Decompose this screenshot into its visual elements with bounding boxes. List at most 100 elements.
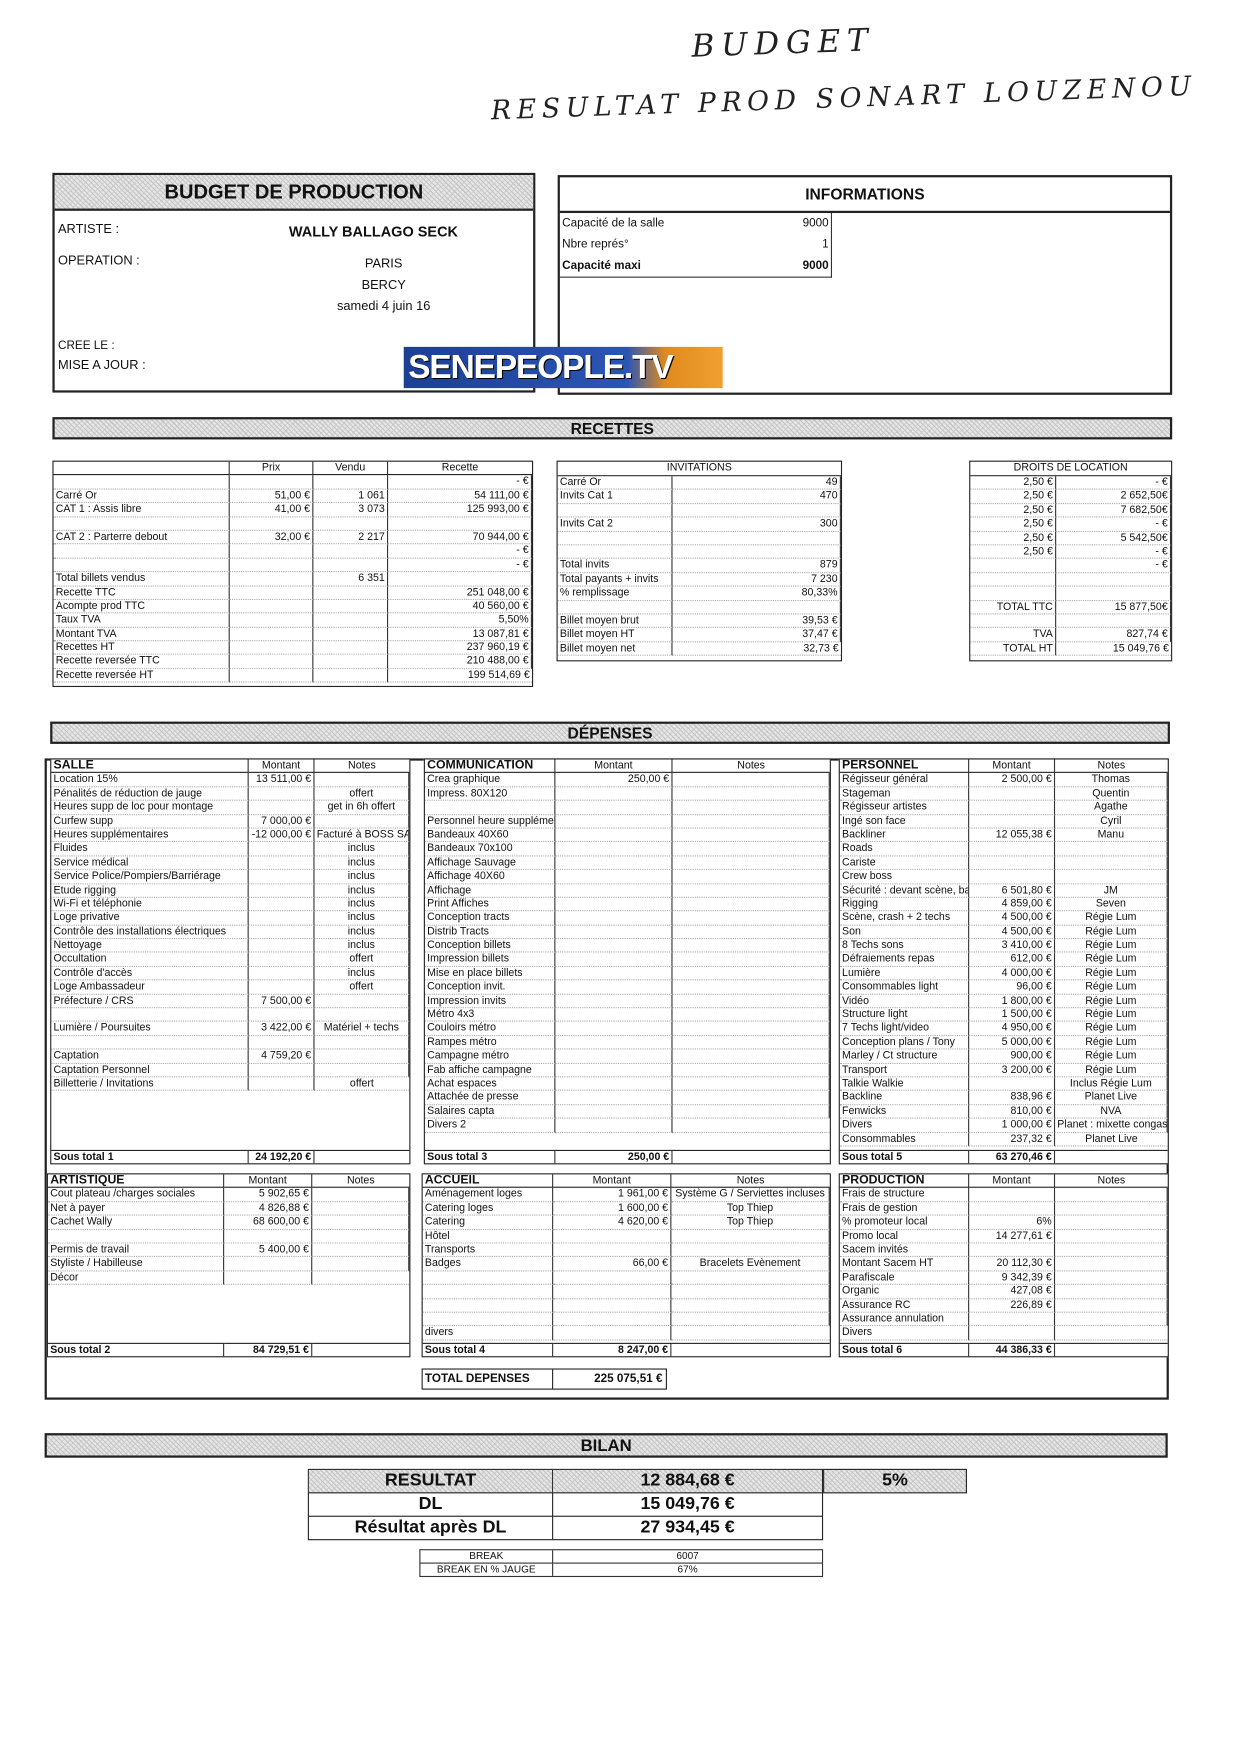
row-value xyxy=(1055,1271,1168,1285)
row-value xyxy=(672,1022,830,1036)
row-value xyxy=(969,800,1056,815)
row-label: Préfecture / CRS xyxy=(51,994,249,1009)
row-value: inclus xyxy=(314,966,410,981)
column-header: Notes xyxy=(672,760,830,774)
row-value: Planet : mixette congas xyxy=(1055,1118,1168,1133)
row-value xyxy=(555,1105,673,1119)
row-label: Roads xyxy=(839,842,970,857)
row-value: 40 560,00 € xyxy=(388,599,532,614)
table-header-row: PERSONNEL Montant Notes xyxy=(839,759,1168,774)
operation-date: samedi 4 juin 16 xyxy=(336,300,431,314)
total-depenses-value: 225 075,51 € xyxy=(594,1371,663,1386)
row-label: Contrôle des installations électriques xyxy=(51,925,249,940)
row-label: Billetterie / Invitations xyxy=(51,1077,249,1092)
row-label: Billet moyen brut xyxy=(557,614,673,629)
row-value: 4 859,00 € xyxy=(969,897,1056,912)
row-label xyxy=(422,1298,554,1313)
row-label: Sécurité : devant scène, ba xyxy=(839,883,970,898)
row-value xyxy=(312,1215,410,1230)
row-label: Total billets vendus xyxy=(53,572,230,587)
subtotal-cell xyxy=(312,1342,410,1356)
row-value: 5 400,00 € xyxy=(224,1243,313,1258)
resultat-percent: 5% xyxy=(823,1468,967,1494)
row-value xyxy=(229,586,314,600)
row-value xyxy=(671,1298,830,1313)
row-label: divers xyxy=(422,1326,554,1341)
informations-title: INFORMATIONS xyxy=(559,177,1170,214)
row-value: - € xyxy=(1056,476,1172,491)
row-value xyxy=(553,1243,672,1258)
row-value xyxy=(553,1326,672,1341)
row-value: Régie Lum xyxy=(1055,1022,1168,1036)
row-value xyxy=(555,1035,673,1050)
row-value xyxy=(229,613,314,628)
row-value: Top Thiep xyxy=(671,1202,830,1216)
droits-location-table: DROITS DE LOCATION 2,50 € - €2,50 €2 652,5… xyxy=(969,460,1173,662)
row-label: Divers xyxy=(839,1118,970,1133)
row-value xyxy=(672,856,830,871)
row-value: 6 501,80 € xyxy=(969,883,1056,898)
row-value: 210 488,00 € xyxy=(388,655,532,670)
row-label: Acompte prod TTC xyxy=(53,599,230,614)
row-value: - € xyxy=(388,544,532,559)
row-value xyxy=(672,828,830,843)
row-label: Recette reversée HT xyxy=(53,669,230,683)
info-label: Capacité de la salle xyxy=(562,216,665,230)
break-table: BREAK 6007 BREAK EN % JAUGE 67% xyxy=(419,1549,824,1578)
row-label: TOTAL TTC xyxy=(970,600,1057,615)
row-value xyxy=(224,1229,313,1244)
column-header: Vendu xyxy=(313,461,389,476)
row-value xyxy=(313,627,389,642)
row-label: Net à payer xyxy=(47,1202,225,1216)
row-value: 32,73 € xyxy=(672,642,841,656)
row-label: Distrib Tracts xyxy=(424,925,556,940)
row-value: 7 000,00 € xyxy=(248,814,315,829)
row-value xyxy=(672,800,830,815)
row-label: Fenwicks xyxy=(839,1105,970,1119)
row-value xyxy=(672,1105,830,1119)
break-value: 6007 xyxy=(553,1550,822,1564)
row-label: Affichage 40X60 xyxy=(424,870,556,884)
row-value xyxy=(1055,1229,1168,1244)
row-value xyxy=(248,1077,315,1092)
row-label: Conception invit. xyxy=(424,980,556,995)
total-depenses: TOTAL DEPENSES 225 075,51 € xyxy=(421,1368,667,1390)
break-pct-value: 67% xyxy=(677,1563,698,1575)
row-value xyxy=(672,1063,830,1078)
row-label: Nettoyage xyxy=(51,939,249,953)
row-label xyxy=(424,800,556,815)
row-value xyxy=(313,544,389,559)
row-label: Ingé son face xyxy=(839,814,970,829)
row-value xyxy=(969,1326,1056,1341)
table-body: Frais de structure Frais de gestion% prom… xyxy=(839,1188,1168,1342)
row-label xyxy=(53,544,230,559)
row-value xyxy=(1055,842,1168,857)
row-value xyxy=(555,966,673,981)
row-value xyxy=(248,952,315,967)
row-value xyxy=(229,475,314,490)
row-label: Recette reversée TTC xyxy=(53,655,230,670)
row-value: inclus xyxy=(314,883,410,898)
column-header: Prix xyxy=(229,461,314,476)
row-value xyxy=(555,1049,673,1064)
row-value: Matériel + techs xyxy=(314,1022,410,1036)
row-label: Scène, crash + 2 techs xyxy=(839,911,970,926)
row-value: Cyril xyxy=(1055,814,1168,829)
row-label: Heures supplémentaires xyxy=(51,828,249,843)
row-label: Total payants + invits xyxy=(557,572,673,587)
row-value xyxy=(313,655,389,670)
row-value xyxy=(229,627,314,642)
row-label: Impression billets xyxy=(424,952,556,967)
row-value xyxy=(1055,870,1168,884)
row-label xyxy=(53,475,230,490)
subtotal-row: Sous total 5 63 270,46 € xyxy=(839,1149,1168,1164)
subtotal-row: Sous total 2 84 729,51 € xyxy=(47,1342,410,1357)
row-value xyxy=(555,870,673,884)
column-header: Notes xyxy=(1055,760,1168,774)
row-label: Régisseur général xyxy=(839,773,970,788)
row-value: 4 826,88 € xyxy=(224,1202,313,1216)
row-value xyxy=(1055,1243,1168,1258)
column-header: Notes xyxy=(312,1174,410,1189)
column-header: COMMUNICATION xyxy=(424,759,556,774)
